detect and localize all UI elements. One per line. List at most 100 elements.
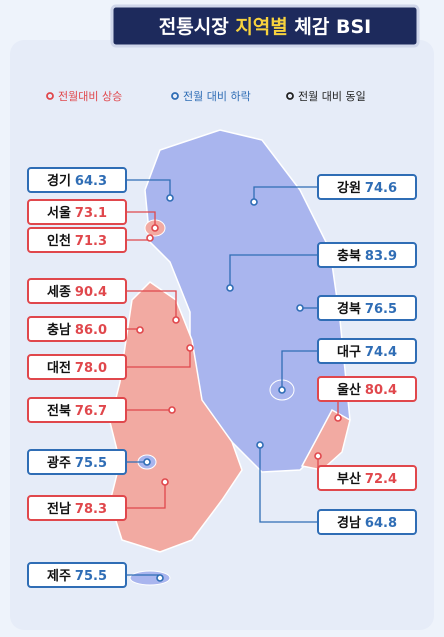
region-label: 제주 75.5 xyxy=(47,569,107,584)
region-box xyxy=(27,562,127,588)
connector xyxy=(126,179,171,198)
connector xyxy=(126,482,166,509)
region-box xyxy=(27,316,127,342)
region-jeju xyxy=(129,570,171,586)
region-name: 서울 xyxy=(47,205,71,221)
region-name: 울산 xyxy=(337,382,361,398)
region-value: 64.8 xyxy=(365,516,397,531)
region-label: 강원 74.6 xyxy=(337,180,397,196)
region-name: 충남 xyxy=(47,322,71,338)
region-value: 64.3 xyxy=(75,174,107,189)
region-value: 72.4 xyxy=(365,472,397,487)
location-dot xyxy=(166,194,174,202)
region-value: 71.3 xyxy=(75,234,107,249)
location-dot xyxy=(151,224,159,232)
legend-dot xyxy=(171,92,179,100)
region-box xyxy=(317,338,417,364)
legend-label: 전월 대비 하락 xyxy=(183,89,251,103)
title-highlight: 지역별 xyxy=(235,16,287,38)
legend-dot xyxy=(286,92,294,100)
region-name: 제주 xyxy=(47,569,71,584)
map xyxy=(109,129,351,586)
region-label: 인천 71.3 xyxy=(47,233,107,249)
region-name: 강원 xyxy=(337,180,361,196)
region-name: 부산 xyxy=(337,471,361,487)
region-label: 경북 76.5 xyxy=(337,301,397,317)
region-value: 90.4 xyxy=(75,285,107,300)
region-label: 대전 78.0 xyxy=(47,360,107,376)
location-dot xyxy=(296,304,304,312)
connector xyxy=(253,186,318,202)
region-value: 76.7 xyxy=(75,404,107,419)
region-name: 인천 xyxy=(47,233,71,249)
location-dot xyxy=(168,406,176,414)
region-box xyxy=(27,278,127,304)
connector xyxy=(126,348,191,368)
region-box xyxy=(27,227,127,253)
region-label: 전북 76.7 xyxy=(47,403,107,419)
region-box xyxy=(317,465,417,491)
region-value: 73.1 xyxy=(75,206,107,221)
location-dot xyxy=(143,458,151,466)
region-value: 74.6 xyxy=(365,181,397,196)
location-dot xyxy=(226,284,234,292)
region-name: 광주 xyxy=(47,456,71,471)
location-dot xyxy=(186,344,194,352)
region-box xyxy=(27,449,127,475)
region-label: 광주 75.5 xyxy=(47,456,107,471)
region-value: 83.9 xyxy=(365,249,397,264)
location-dot xyxy=(146,234,154,242)
title-banner xyxy=(110,4,420,48)
location-dot xyxy=(334,414,342,422)
region-value: 75.5 xyxy=(75,569,107,584)
region-value: 80.4 xyxy=(365,383,397,398)
legend-label: 전월대비 상승 xyxy=(58,90,122,103)
connector xyxy=(281,350,318,390)
location-dot xyxy=(136,326,144,334)
location-dot xyxy=(256,441,264,449)
region-value: 86.0 xyxy=(75,323,107,338)
location-dot xyxy=(156,574,164,582)
location-dot xyxy=(314,452,322,460)
region-label: 경남 64.8 xyxy=(337,515,397,531)
legend-dot xyxy=(46,92,54,100)
region-label: 울산 80.4 xyxy=(337,382,397,398)
title-part: 전통시장 xyxy=(159,16,236,38)
region-box xyxy=(27,167,127,193)
region-box xyxy=(27,199,127,225)
connector xyxy=(126,290,177,320)
region-value: 74.4 xyxy=(365,345,397,360)
region-box xyxy=(27,495,127,521)
region-box xyxy=(317,376,417,402)
region-label: 서울 73.1 xyxy=(47,205,107,221)
region-name: 경남 xyxy=(337,515,361,531)
region-name: 대구 xyxy=(337,345,361,360)
region-value: 75.5 xyxy=(75,456,107,471)
region-label: 세종 90.4 xyxy=(47,285,107,300)
location-dot xyxy=(172,316,180,324)
location-dot xyxy=(278,386,286,394)
region-value: 76.5 xyxy=(365,302,397,317)
location-dot xyxy=(161,478,169,486)
connector xyxy=(229,254,318,288)
title: 전통시장 지역별 체감 BSI xyxy=(159,16,371,38)
region-name: 대전 xyxy=(47,360,71,376)
region-box xyxy=(317,509,417,535)
connector xyxy=(126,211,156,228)
region-name: 세종 xyxy=(47,285,71,300)
region-box xyxy=(317,174,417,200)
region-label: 전남 78.3 xyxy=(47,501,107,517)
region-value: 78.0 xyxy=(75,361,107,376)
region-label: 대구 74.4 xyxy=(337,345,397,360)
connector xyxy=(259,445,318,523)
legend-label: 전월 대비 동일 xyxy=(298,89,366,103)
region-box xyxy=(317,295,417,321)
region-value: 78.3 xyxy=(75,502,107,517)
region-name: 충북 xyxy=(337,248,361,264)
region-label: 충남 86.0 xyxy=(47,322,107,338)
region-label: 경기 64.3 xyxy=(47,173,107,189)
title-part: 체감 BSI xyxy=(288,16,371,38)
location-dot xyxy=(250,198,258,206)
region-label: 충북 83.9 xyxy=(337,248,397,264)
